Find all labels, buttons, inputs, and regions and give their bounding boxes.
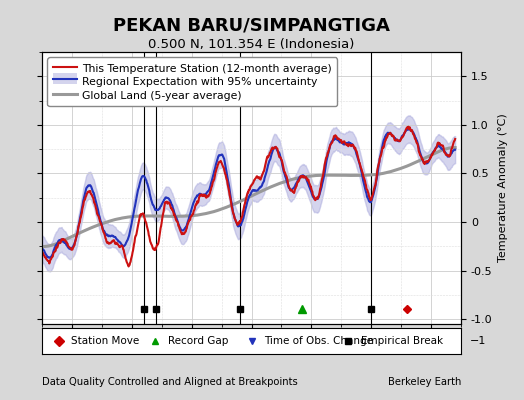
Y-axis label: Temperature Anomaly (°C): Temperature Anomaly (°C) (498, 114, 508, 262)
Text: Empirical Break: Empirical Break (361, 336, 443, 346)
Legend: This Temperature Station (12-month average), Regional Expectation with 95% uncer: This Temperature Station (12-month avera… (47, 58, 337, 106)
Text: Record Gap: Record Gap (168, 336, 228, 346)
Text: −1: −1 (470, 336, 486, 346)
Text: Berkeley Earth: Berkeley Earth (388, 377, 461, 387)
Text: 0.500 N, 101.354 E (Indonesia): 0.500 N, 101.354 E (Indonesia) (148, 38, 355, 51)
Text: Station Move: Station Move (71, 336, 139, 346)
Text: Time of Obs. Change: Time of Obs. Change (264, 336, 373, 346)
Text: Data Quality Controlled and Aligned at Breakpoints: Data Quality Controlled and Aligned at B… (42, 377, 298, 387)
Text: PEKAN BARU/SIMPANGTIGA: PEKAN BARU/SIMPANGTIGA (113, 16, 390, 34)
